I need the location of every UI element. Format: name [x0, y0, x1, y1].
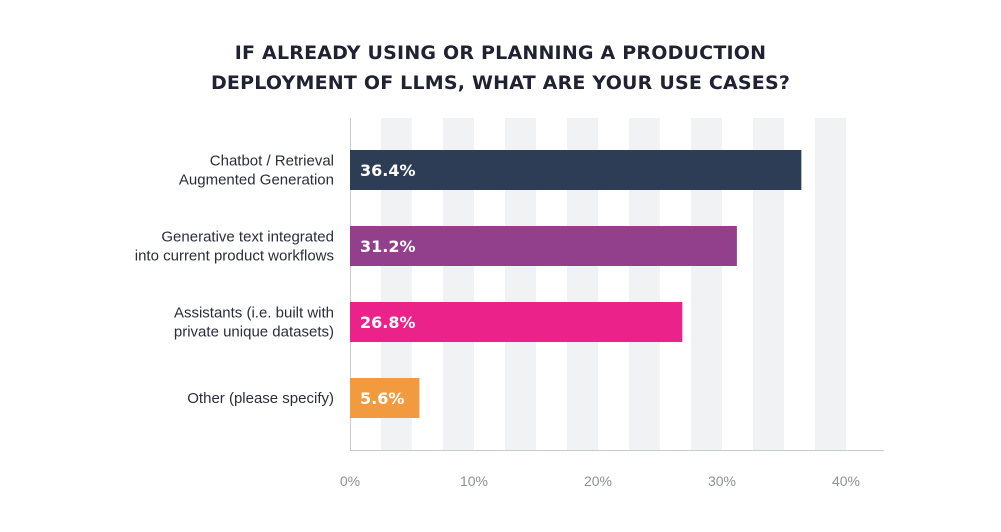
category-label-3-line-0: Other (please specify)	[187, 390, 334, 407]
x-tick-label-3: 30%	[708, 473, 736, 489]
category-label-2-line-0: Assistants (i.e. built with	[174, 305, 334, 322]
category-label-0-line-0: Chatbot / Retrieval	[210, 153, 334, 170]
bar-3	[350, 378, 420, 418]
grid-band-7	[815, 118, 846, 450]
category-labels: Chatbot / Retrieval Augmented Generation G…	[135, 153, 334, 408]
x-tick-label-0: 0%	[340, 473, 360, 489]
category-label-1-line-0: Generative text integrated	[161, 229, 334, 246]
bar-value-label-2: 26.8%	[360, 313, 416, 332]
x-tick-labels: 0% 10% 20% 30% 40%	[340, 473, 860, 489]
category-label-2: Assistants (i.e. built with private uniqu…	[174, 305, 334, 341]
x-tick-label-1: 10%	[460, 473, 488, 489]
bar-value-label-0: 36.4%	[360, 161, 416, 180]
bar-1	[350, 226, 737, 266]
category-label-1-line-1: into current product workflows	[135, 248, 334, 265]
bar-value-label-1: 31.2%	[360, 237, 416, 256]
category-label-2-line-1: private unique datasets)	[174, 324, 334, 341]
chart-title-line-2: DEPLOYMENT OF LLMS, WHAT ARE YOUR USE CA…	[210, 72, 791, 94]
chart-title-line-1: IF ALREADY USING OR PLANNING A PRODUCTIO…	[234, 42, 767, 64]
category-label-0-line-1: Augmented Generation	[179, 172, 334, 189]
category-label-1: Generative text integrated into current p…	[135, 229, 334, 265]
chart-title: IF ALREADY USING OR PLANNING A PRODUCTIO…	[0, 38, 1001, 98]
x-tick-label-4: 40%	[832, 473, 860, 489]
bar-0	[350, 150, 802, 190]
bars: 36.4% 31.2% 26.8% 5.6%	[350, 150, 802, 418]
x-tick-label-2: 20%	[584, 473, 612, 489]
bar-value-label-3: 5.6%	[360, 389, 404, 408]
category-label-3: Other (please specify)	[187, 390, 334, 407]
bar-2	[350, 302, 683, 342]
category-label-0: Chatbot / Retrieval Augmented Generation	[179, 153, 334, 189]
